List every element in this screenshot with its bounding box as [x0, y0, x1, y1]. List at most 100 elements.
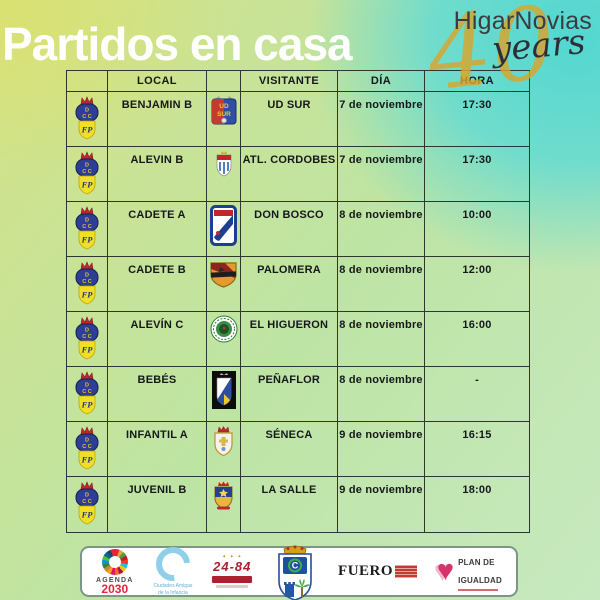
aniversario-banner: [212, 575, 253, 583]
cdc-fp-crest-icon: D C C FP: [70, 315, 104, 361]
row-3-visitante-crest-cell: [207, 257, 241, 312]
row-5-visitante-team: PEÑAFLOR: [241, 367, 338, 422]
svg-text:D: D: [85, 218, 89, 224]
row-2-local-team: CADETE A: [108, 202, 207, 257]
town-crest-icon: C: [278, 545, 312, 600]
row-3-visitante-team: PALOMERA: [241, 257, 338, 312]
row-6-local-crest-cell: D C C FP: [67, 422, 108, 477]
row-3-local-crest-cell: D C C FP: [67, 257, 108, 312]
plan-igualdad-subline: [458, 589, 499, 591]
row-0-dia: 7 de noviembre: [338, 92, 425, 147]
atl-cordobes-crest-icon: [214, 150, 234, 177]
aniversario-subline: [216, 584, 249, 588]
seneca-crest-icon: [211, 425, 236, 457]
row-4-visitante-crest-cell: [207, 312, 241, 367]
row-1-hora: 17:30: [425, 147, 529, 202]
row-2-hora: 10:00: [425, 202, 529, 257]
svg-text:D: D: [85, 438, 89, 444]
row-1-dia: 7 de noviembre: [338, 147, 425, 202]
fuero-label: FUERO: [338, 563, 394, 579]
header-local: LOCAL: [108, 71, 207, 92]
row-5-visitante-crest-cell: [207, 367, 241, 422]
svg-text:C C: C C: [82, 334, 92, 340]
svg-text:C C: C C: [82, 114, 92, 120]
row-6-hora: 16:15: [425, 422, 529, 477]
row-1-visitante-team: ATL. CORDOBES: [241, 147, 338, 202]
row-6-dia: 9 de noviembre: [338, 422, 425, 477]
row-2-visitante-crest-cell: [207, 202, 241, 257]
row-0-local-crest-cell: D C C FP: [67, 92, 108, 147]
svg-text:D: D: [85, 383, 89, 389]
row-1-local-team: ALEVIN B: [108, 147, 207, 202]
row-5-local-crest-cell: D C C FP: [67, 367, 108, 422]
ciudades-label: Ciudades Amigas de la Infancia: [153, 583, 193, 596]
cdc-fp-crest-icon: D C C FP: [70, 480, 104, 526]
crescent-icon: [148, 540, 197, 589]
plan-igualdad-label: PLAN DE IGUALDAD: [458, 558, 502, 585]
aniversario-label: 24-84: [213, 559, 252, 575]
row-1-local-crest-cell: D C C FP: [67, 147, 108, 202]
cdc-fp-crest-icon: D C C FP: [70, 425, 104, 471]
el-higueron-crest-icon: [210, 315, 238, 343]
agenda-label: AGENDA: [96, 576, 134, 584]
svg-text:FP: FP: [81, 180, 94, 190]
cdc-fp-crest-icon: D C C FP: [70, 370, 104, 416]
svg-text:D: D: [85, 328, 89, 334]
row-7-hora: 18:00: [462, 484, 492, 496]
svg-text:D: D: [85, 108, 89, 114]
cdc-fp-crest-icon: D C C FP: [70, 260, 104, 306]
svg-text:FP: FP: [81, 290, 94, 300]
row-4-local-team: ALEVÍN C: [108, 312, 207, 367]
row-4-hora: 16:00: [425, 312, 529, 367]
row-4-local-crest-cell: D C C FP: [67, 312, 108, 367]
svg-text:FP: FP: [81, 125, 94, 135]
header-visitante-crest-col: [207, 71, 241, 92]
row-3-hora: 12:00: [425, 257, 529, 312]
heart-icon: ♥: [436, 555, 455, 588]
row-7-local-team: JUVENIL B: [108, 477, 207, 532]
cdc-fp-crest-icon: D C C FP: [70, 205, 104, 251]
cdc-fp-crest-icon: D C C FP: [70, 95, 104, 141]
brand-name: HigarNovias: [453, 7, 592, 35]
svg-text:D: D: [85, 163, 89, 169]
svg-text:D: D: [85, 273, 89, 279]
svg-text:D: D: [85, 493, 89, 499]
row-7-local-crest-cell: D C C FP: [67, 477, 108, 532]
row-6-visitante-crest-cell: [207, 422, 241, 477]
svg-text:UD: UD: [219, 103, 229, 110]
penaflor-crest-icon: [211, 370, 237, 410]
header-visitante: VISITANTE: [241, 71, 338, 92]
row-6-visitante-team: SÉNECA: [241, 422, 338, 477]
row-4-visitante-team: EL HIGUERON: [241, 312, 338, 367]
svg-text:C C: C C: [82, 279, 92, 285]
svg-text:C C: C C: [82, 499, 92, 505]
row-0-visitante-crest-cell: UD SUR: [207, 92, 241, 147]
row-6-local-team: INFANTIL A: [108, 422, 207, 477]
header-hora: HORA: [425, 71, 529, 92]
row-0-visitante-team: UD SUR: [241, 92, 338, 147]
crown-dots-icon: ✦ ✦ ✦: [222, 554, 243, 561]
row-5-dia: 8 de noviembre: [338, 367, 425, 422]
agenda-2030-label: 2030: [101, 581, 129, 596]
aniversario-logo: ✦ ✦ ✦ 24-84: [212, 554, 253, 588]
svg-text:SUR: SUR: [217, 111, 231, 118]
svg-text:C: C: [292, 561, 299, 571]
svg-text:FP: FP: [81, 345, 94, 355]
row-4-dia: 8 de noviembre: [338, 312, 425, 367]
svg-text:C C: C C: [82, 169, 92, 175]
page-title: Partidos en casa: [2, 18, 353, 70]
row-0-local-team: BENJAMIN B: [108, 92, 207, 147]
row-7-visitante-team: LA SALLE: [241, 477, 338, 532]
palomera-crest-icon: [208, 260, 239, 289]
cdc-fp-crest-icon: D C C FP: [70, 150, 104, 196]
town-crest-logo: C: [272, 539, 318, 600]
row-3-local-team: CADETE B: [108, 257, 207, 312]
brand-years-word: years: [490, 22, 587, 70]
svg-text:C C: C C: [82, 224, 92, 230]
svg-text:FP: FP: [81, 455, 94, 465]
row-3-dia: 8 de noviembre: [338, 257, 425, 312]
sdg-wheel-icon: [101, 548, 128, 575]
la-salle-crest-icon: [210, 480, 237, 511]
row-2-visitante-team: DON BOSCO: [241, 202, 338, 257]
svg-text:FP: FP: [81, 400, 94, 410]
